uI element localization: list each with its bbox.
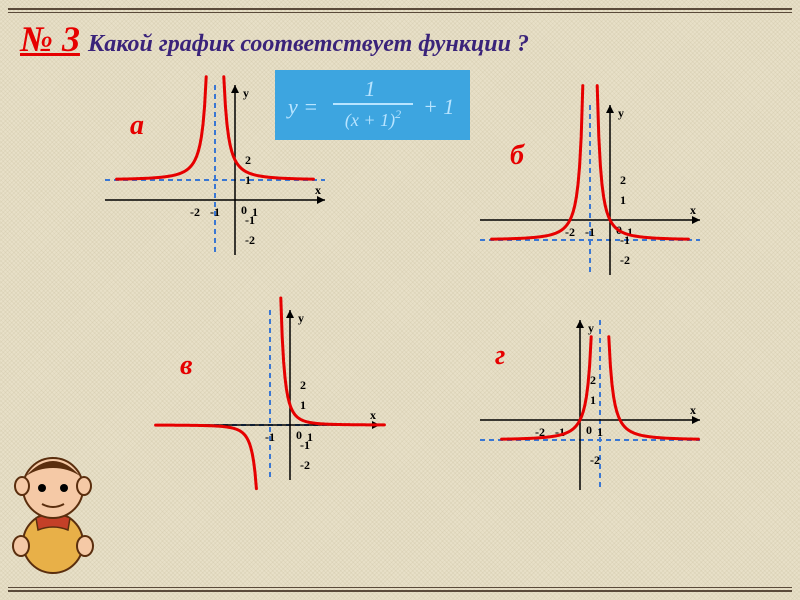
xtick: -1 — [265, 430, 275, 444]
ytick: -2 — [245, 233, 255, 247]
title-row: № 3 Какой график соответствует функции ? — [20, 18, 529, 60]
cartoon-boy — [8, 438, 98, 578]
origin-label: 0 — [586, 423, 592, 437]
ytick: 2 — [300, 378, 306, 392]
xtick: -2 — [190, 205, 200, 219]
curve — [609, 337, 699, 439]
border-bottom2 — [8, 587, 792, 588]
ytick: 2 — [620, 173, 626, 187]
y-label: у — [618, 106, 624, 120]
y-arrow — [576, 320, 584, 328]
xtick: -1 — [585, 225, 595, 239]
graph-b: 0-2-11-2-112ху — [480, 105, 700, 275]
x-label: х — [690, 203, 696, 217]
y-arrow — [606, 105, 614, 113]
y-arrow — [286, 310, 294, 318]
ytick: -1 — [245, 213, 255, 227]
border-top2 — [8, 12, 792, 13]
border-top — [8, 8, 792, 10]
ytick: 1 — [590, 393, 596, 407]
problem-number: № 3 — [20, 18, 80, 60]
border-bottom — [8, 590, 792, 592]
formula-denom: (x + 1)2 — [344, 107, 400, 131]
x-label: х — [690, 403, 696, 417]
xtick: -1 — [210, 205, 220, 219]
ytick: -2 — [300, 458, 310, 472]
graph-label-v: в — [180, 350, 193, 382]
formula-plus: + 1 — [423, 94, 454, 119]
graph-label-a: а — [130, 110, 144, 142]
ytick: 2 — [590, 373, 596, 387]
ytick: 1 — [620, 193, 626, 207]
curve — [502, 337, 592, 439]
graph-label-g: г — [495, 340, 505, 372]
xtick: 1 — [597, 425, 603, 439]
x-arrow — [692, 216, 700, 224]
ytick: -1 — [300, 438, 310, 452]
ytick: 1 — [245, 173, 251, 187]
curve — [492, 86, 583, 239]
y-label: у — [243, 86, 249, 100]
y-label: у — [298, 311, 304, 325]
y-label: у — [588, 321, 594, 335]
formula-numerator: 1 — [364, 76, 375, 101]
graph-g: 0-2-11-212ху — [480, 320, 700, 490]
graph-v: 0-11-2-112ху — [160, 310, 380, 480]
ytick: 2 — [245, 153, 251, 167]
y-arrow — [231, 85, 239, 93]
x-label: х — [315, 183, 321, 197]
graph-label-b: б — [510, 140, 524, 172]
ytick: -2 — [620, 253, 630, 267]
x-arrow — [317, 196, 325, 204]
curve — [156, 425, 257, 488]
curve — [281, 298, 385, 425]
question-text: Какой график соответствует функции ? — [88, 31, 529, 58]
ytick: 1 — [300, 398, 306, 412]
ytick: -2 — [590, 453, 600, 467]
x-arrow — [692, 416, 700, 424]
x-label: х — [370, 408, 376, 422]
